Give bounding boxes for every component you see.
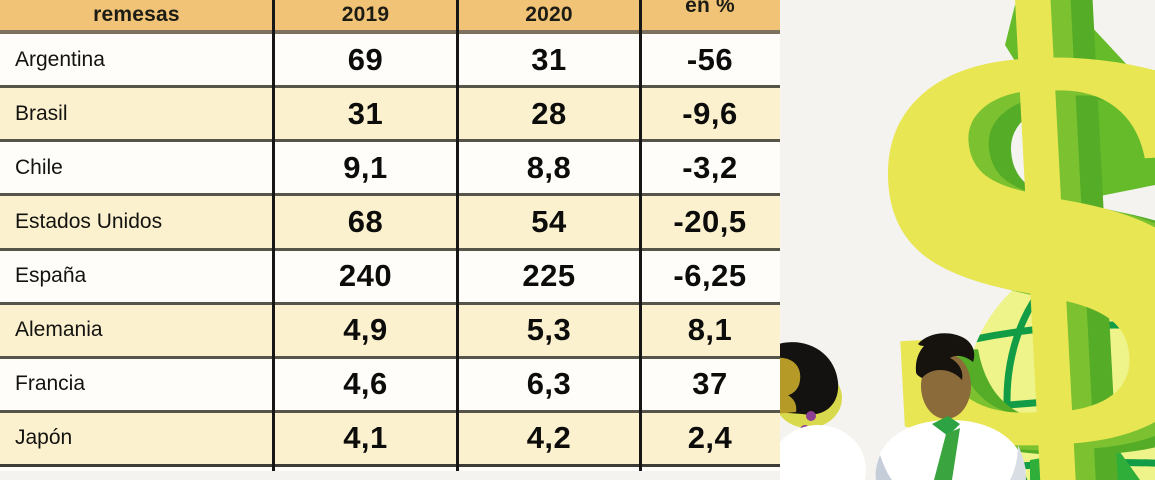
header-variation: en % [685, 0, 735, 17]
woman-figure [780, 342, 866, 480]
column-divider [272, 0, 275, 471]
country-cell: España [15, 264, 87, 288]
value-2020-cell: 28 [531, 95, 567, 131]
green-swoosh [1005, 5, 1155, 200]
variation-cell: 2,4 [687, 420, 733, 456]
country-cell: Argentina [15, 47, 105, 71]
value-2020-cell: 225 [522, 258, 576, 294]
value-2019-cell: 240 [338, 258, 393, 294]
variation-cell: 37 [692, 366, 728, 402]
country-cell: Chile [15, 155, 63, 179]
variation-cell: 8,1 [687, 312, 733, 348]
table-header-row: remesas 2019 2020 en % [0, 0, 780, 34]
value-2020-cell: 5,3 [526, 312, 572, 348]
svg-text:$: $ [862, 0, 1155, 480]
remittances-table: remesas 2019 2020 en % Argentina 69 31 -… [0, 0, 780, 471]
value-2019-cell: 31 [347, 95, 384, 131]
value-2020-cell: 54 [531, 203, 567, 239]
variation-cell: -56 [686, 41, 734, 77]
table-row: Argentina 69 31 -56 [0, 34, 780, 89]
value-2019-cell: 4,9 [343, 312, 388, 348]
country-cell: Estados Unidos [15, 209, 163, 233]
table-row: Estados Unidos 68 54 -20,5 [0, 196, 780, 251]
illustration: $ $ $ [780, 0, 1155, 480]
value-2020-cell: 4,2 [526, 420, 572, 456]
table-row: Chile 9,1 8,8 -3,2 [0, 142, 780, 197]
svg-text:$: $ [839, 0, 1155, 480]
country-cell: Francia [15, 372, 86, 396]
value-2019-cell: 4,6 [343, 366, 388, 402]
header-country: remesas [93, 3, 180, 26]
header-2020: 2020 [525, 3, 573, 26]
country-cell: Japón [15, 426, 73, 450]
table-row: Francia 4,6 6,3 37 [0, 358, 780, 413]
value-2020-cell: 8,8 [526, 149, 572, 185]
header-2019: 2019 [341, 3, 390, 26]
variation-cell: -6,25 [673, 258, 747, 294]
variation-cell: -9,6 [682, 95, 738, 131]
variation-cell: -20,5 [673, 203, 747, 239]
value-2019-cell: 68 [347, 203, 384, 239]
table-row: Japón 4,1 4,2 2,4 [0, 412, 780, 467]
column-divider [639, 0, 642, 471]
value-2020-cell: 6,3 [526, 366, 572, 402]
value-2019-cell: 9,1 [343, 149, 388, 185]
table-row: Brasil 31 28 -9,6 [0, 88, 780, 143]
dollar-sign-icon: $ $ $ [819, 0, 1155, 480]
value-2020-cell: 31 [531, 41, 567, 77]
man-figure [875, 333, 1026, 480]
country-cell: Brasil [15, 101, 68, 125]
value-2019-cell: 69 [347, 41, 384, 77]
svg-text:$: $ [819, 0, 1155, 480]
table-row: España 240 225 -6,25 [0, 250, 780, 305]
country-cell: Alemania [15, 318, 103, 342]
table-row: Alemania 4,9 5,3 8,1 [0, 304, 780, 359]
table-body: Argentina 69 31 -56 Brasil 31 28 -9,6 Ch… [0, 34, 780, 467]
variation-cell: -3,2 [682, 149, 738, 185]
value-2019-cell: 4,1 [343, 420, 388, 456]
column-divider [456, 0, 459, 471]
